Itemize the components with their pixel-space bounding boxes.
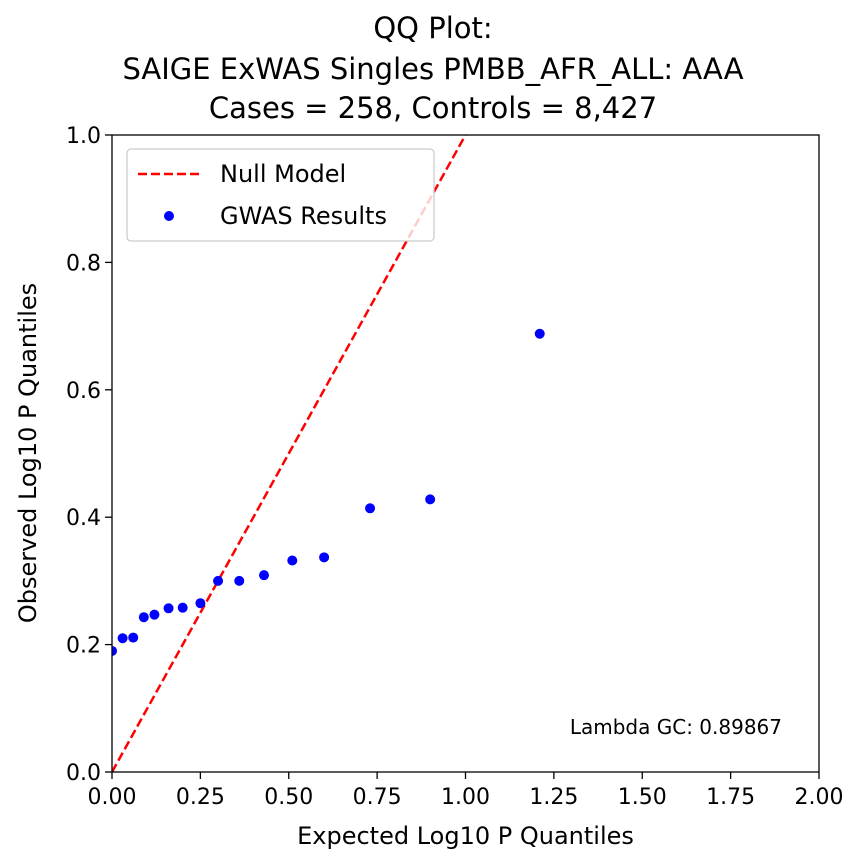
legend-gwas-results-swatch [164,211,174,221]
null-model-line [112,135,467,772]
legend-gwas-results-label: GWAS Results [220,202,387,230]
lambda-gc-annotation: Lambda GC: 0.89867 [570,715,782,739]
x-tick-label: 0.25 [176,785,225,810]
x-tick-label: 1.50 [618,785,667,810]
legend: Null Model GWAS Results [126,148,435,242]
gwas-result-point [195,598,206,609]
gwas-result-point [149,609,160,620]
gwas-result-point [163,603,174,614]
gwas-result-point [138,612,149,623]
y-tick-label: 0.6 [66,379,101,404]
legend-null-model-label: Null Model [220,160,346,188]
x-tick-label: 1.75 [706,785,755,810]
gwas-result-point [319,552,330,563]
gwas-result-point [234,575,245,586]
gwas-result-point [177,602,188,613]
chart-title-line-1: QQ Plot: [373,11,493,45]
y-tick-label: 0.0 [66,761,101,786]
y-tick-label: 0.2 [66,634,101,659]
gwas-result-point [213,575,224,586]
gwas-result-point [128,632,139,643]
gwas-result-point [365,503,376,514]
chart-title-line-3: Cases = 258, Controls = 8,427 [208,91,658,125]
gwas-result-point [534,328,545,339]
gwas-result-point [117,633,128,644]
chart-title-line-2: SAIGE ExWAS Singles PMBB_AFR_ALL: AAA [122,52,744,86]
legend-box [126,148,435,242]
x-tick-label: 0.50 [264,785,313,810]
y-tick-label: 1.0 [66,124,101,149]
gwas-result-point [259,570,270,581]
x-tick-label: 2.00 [795,785,844,810]
x-tick-label: 1.00 [441,785,490,810]
y-axis-label: Observed Log10 P Quantiles [14,283,42,623]
x-axis-label: Expected Log10 P Quantiles [297,822,634,850]
x-tick-label: 0.00 [88,785,137,810]
x-tick-label: 0.75 [353,785,402,810]
y-tick-label: 0.4 [66,506,101,531]
y-tick-label: 0.8 [66,251,101,276]
x-tick-label: 1.25 [529,785,578,810]
gwas-result-point [425,494,436,505]
gwas-result-point [287,555,298,566]
gwas-result-point [112,645,117,656]
